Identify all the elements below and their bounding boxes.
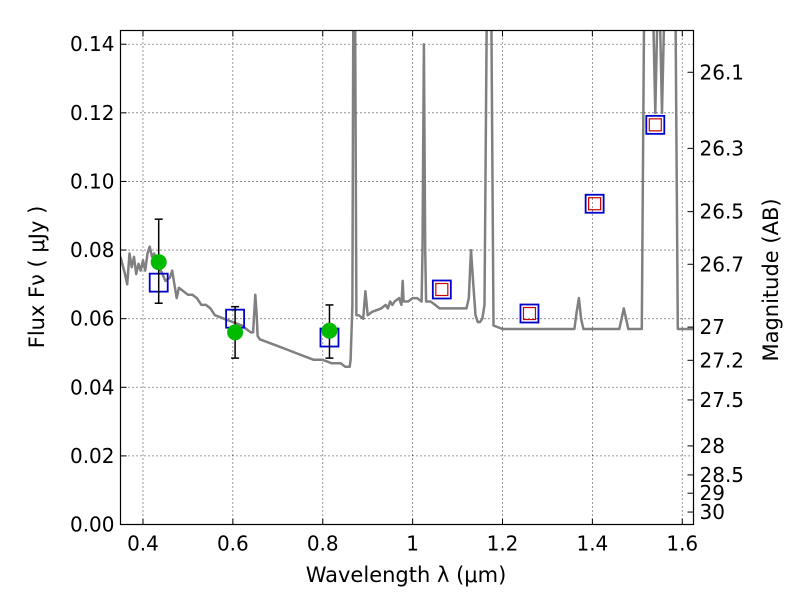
detection-point — [150, 254, 167, 271]
right-axis-label: Magnitude (AB) — [759, 198, 783, 361]
y-tick-label: 0.12 — [70, 101, 115, 125]
observed-limit-marker — [588, 197, 602, 211]
model-band-marker — [519, 303, 540, 324]
right-tick-label: 27.5 — [700, 388, 745, 412]
x-tick-label: 1.6 — [666, 532, 698, 556]
markers-layer — [148, 114, 666, 359]
right-tick-label: 30 — [700, 500, 725, 524]
axes-layer: 0.4 0.6 0.8 1 1.2 1.4 1.6 0.00 0.02 0.04 0.06 0.08 0… — [70, 30, 745, 556]
model-band-marker — [584, 193, 605, 214]
y-tick-label: 0.14 — [70, 32, 115, 56]
y-tick-label: 0.04 — [70, 375, 115, 399]
observed-limit-marker — [522, 306, 537, 321]
y-tick-label: 0.10 — [70, 169, 115, 193]
right-tick-label: 29 — [700, 481, 725, 505]
plot-area — [120, 30, 694, 525]
right-tick-label: 28 — [700, 434, 725, 458]
observed-limit-marker — [648, 118, 662, 132]
right-tick-label: 26.5 — [700, 200, 745, 224]
y-tick-label: 0.02 — [70, 444, 115, 468]
detection-point — [227, 324, 244, 341]
right-tick-label: 27.2 — [700, 348, 745, 372]
x-tick-label: 1 — [406, 532, 419, 556]
right-tick-label: 27 — [700, 315, 725, 339]
x-axis-label: Wavelength λ (μm) — [306, 563, 507, 587]
y-axis-label: Flux Fν ( μJy ) — [25, 206, 49, 349]
right-tick-label: 28.5 — [700, 463, 745, 487]
detection-point — [321, 322, 338, 339]
x-tick-label: 0.4 — [127, 532, 159, 556]
plot-frame — [119, 29, 695, 526]
model-band-marker — [645, 114, 666, 135]
right-tick-label: 26.1 — [700, 60, 745, 84]
right-tick-label: 26.3 — [700, 136, 745, 160]
model-spectrum-layer — [120, 30, 694, 368]
model-band-marker — [431, 279, 452, 300]
model-spectrum-line — [120, 30, 694, 368]
x-tick-label: 1.4 — [576, 532, 608, 556]
y-tick-label: 0.06 — [70, 307, 115, 331]
x-tick-label: 1.2 — [487, 532, 519, 556]
y-tick-label: 0.08 — [70, 238, 115, 262]
x-tick-label: 0.6 — [217, 532, 249, 556]
x-tick-label: 0.8 — [307, 532, 339, 556]
y-tick-label: 0.00 — [70, 513, 115, 537]
right-tick-label: 26.7 — [700, 252, 745, 276]
observed-limit-marker — [435, 282, 449, 297]
